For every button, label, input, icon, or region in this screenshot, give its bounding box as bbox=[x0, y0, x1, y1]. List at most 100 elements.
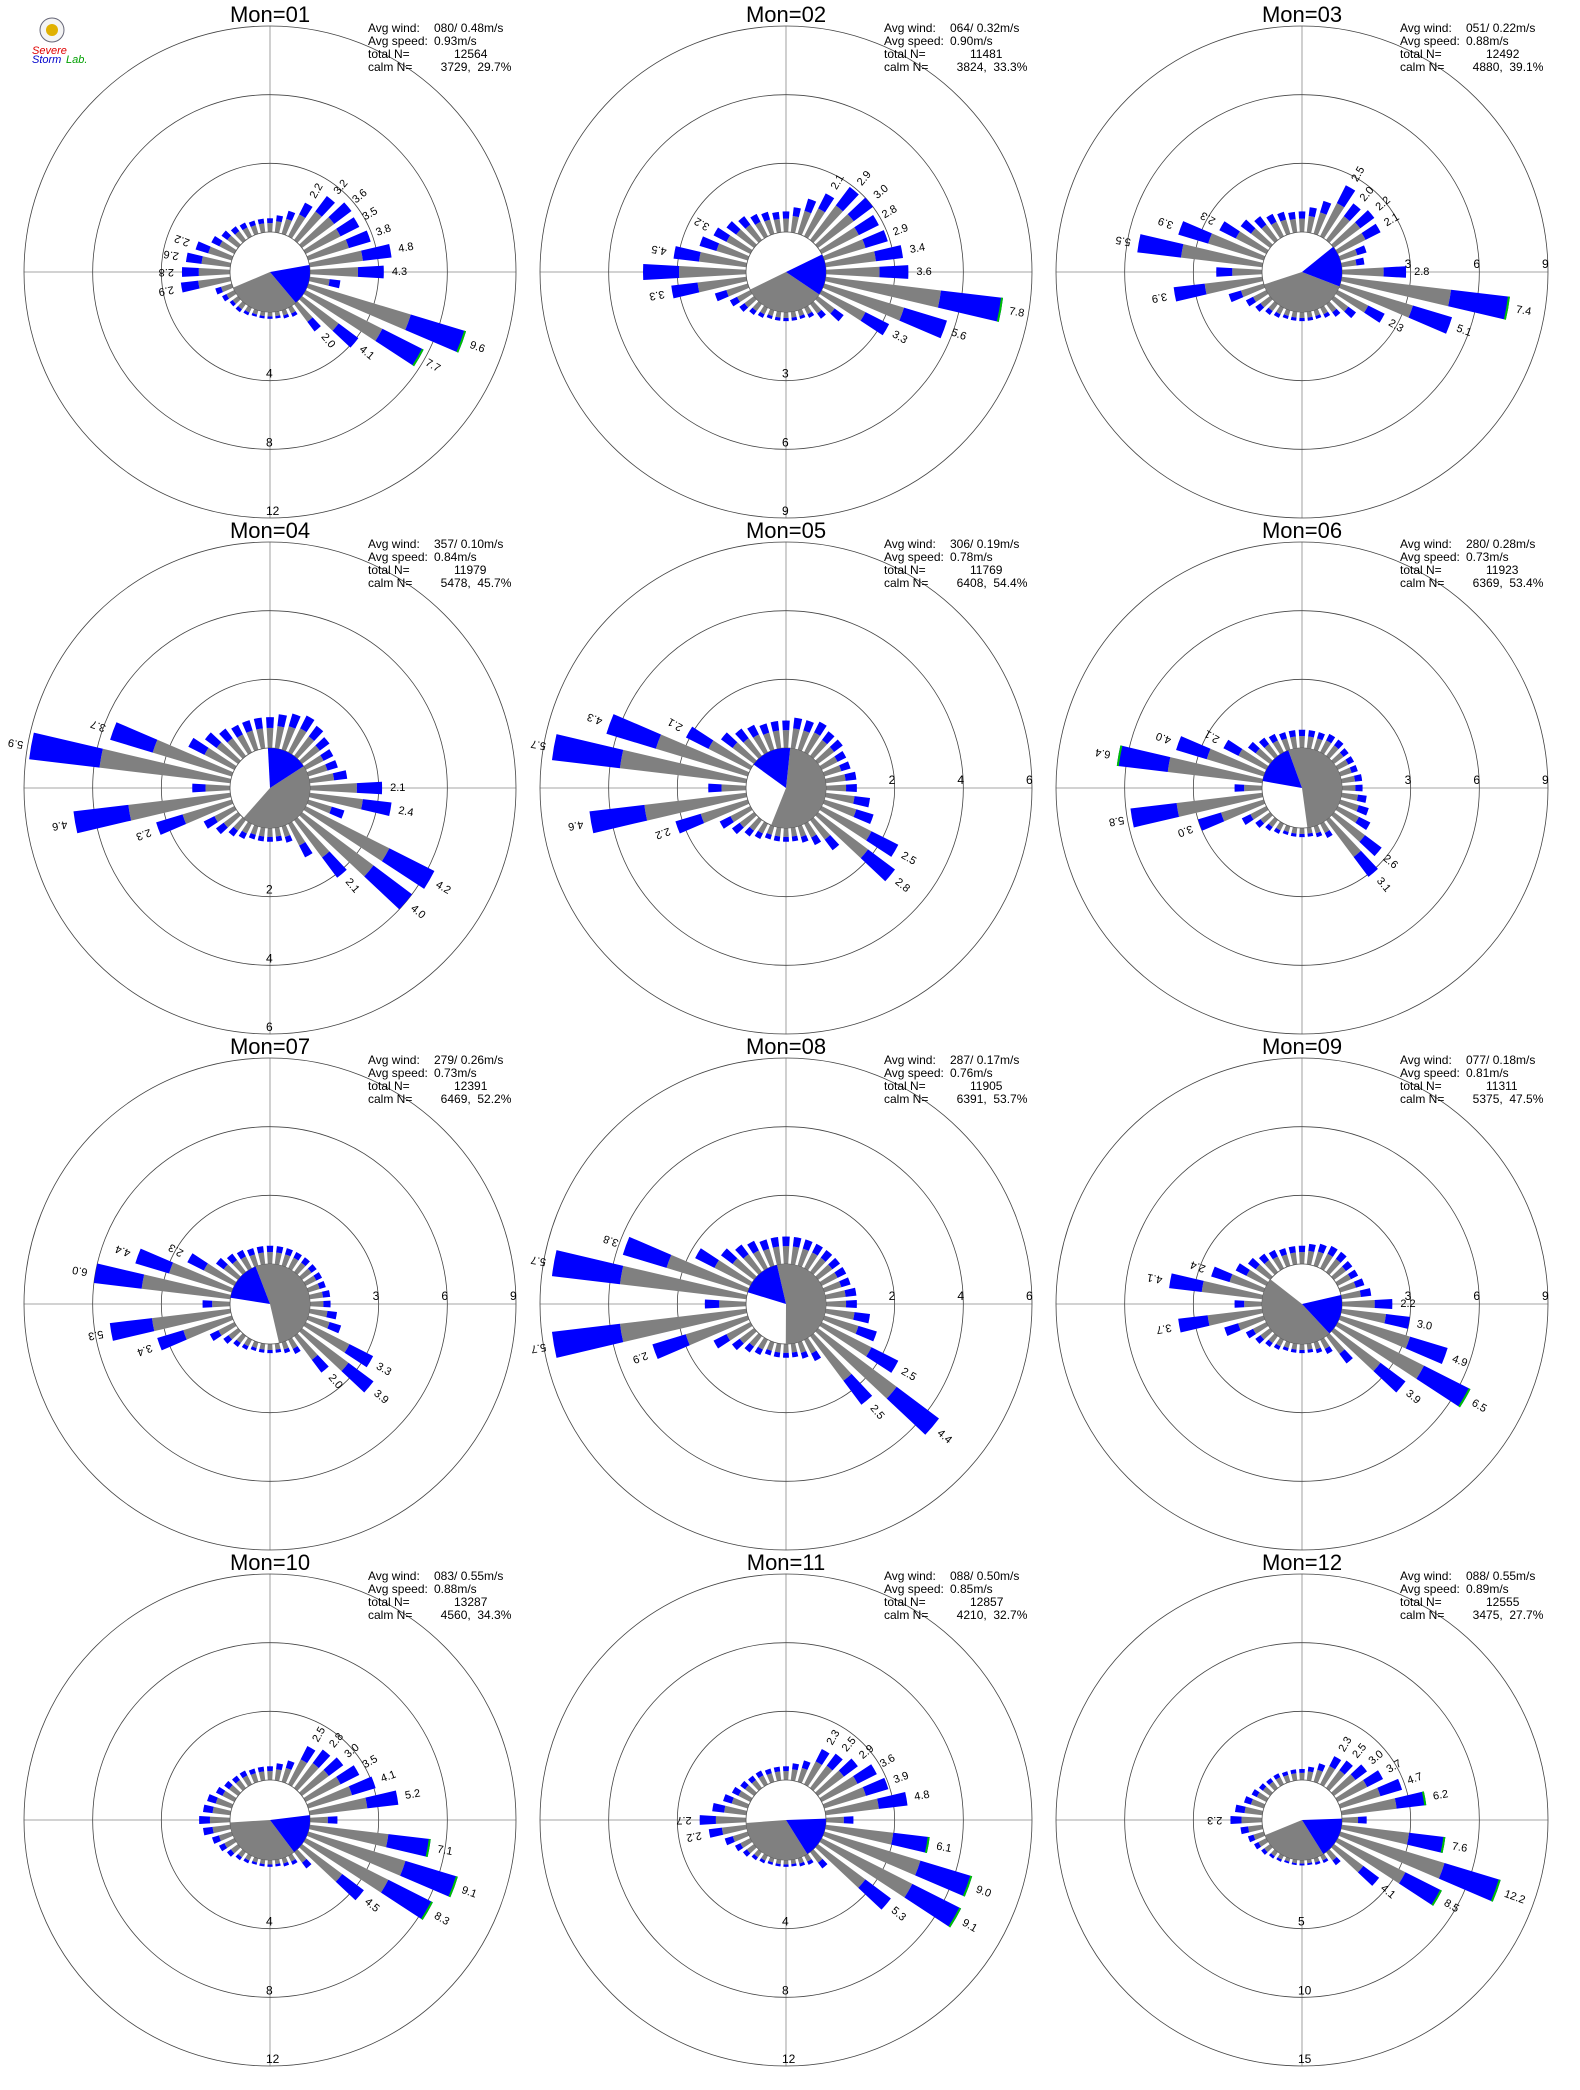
bar-segment-low bbox=[700, 799, 750, 824]
bar-segment-mid bbox=[1363, 1770, 1384, 1788]
stat-value: 4210, 32.7% bbox=[950, 1608, 1028, 1622]
bar-segment-low bbox=[1306, 1342, 1313, 1350]
bar-segment-mid bbox=[1343, 203, 1361, 222]
bar-segment-mid bbox=[1230, 1816, 1242, 1824]
bar-segment-low bbox=[1289, 218, 1298, 234]
stat-key: total N= bbox=[368, 563, 410, 577]
bar-segment-mid bbox=[767, 1860, 774, 1865]
bar-segment-mid bbox=[275, 1348, 282, 1353]
bar-segment-low bbox=[819, 1272, 838, 1286]
bar-segment-mid bbox=[853, 1312, 871, 1324]
bar-segment-mid bbox=[276, 215, 284, 223]
bar-segment-mid bbox=[699, 1815, 716, 1825]
bar-segment-mid bbox=[188, 737, 209, 755]
stats-block: Avg wind: 051/ 0.22m/s Avg speed: 0.88m/s to… bbox=[1400, 22, 1560, 74]
bar-value-label: 2.2 bbox=[1400, 1298, 1415, 1310]
bar-segment-low bbox=[743, 738, 763, 759]
bar-segment-low bbox=[766, 1773, 775, 1784]
bar-segment-low bbox=[824, 1824, 894, 1845]
stat-line-total-n: total N= 11905 bbox=[884, 1080, 1044, 1093]
bar-value-label: 9.1 bbox=[460, 1884, 478, 1901]
bar-segment-low bbox=[1241, 1816, 1263, 1824]
bar-segment-low bbox=[306, 1315, 330, 1329]
bar-segment-low bbox=[824, 251, 876, 268]
bar-segment-low bbox=[1341, 785, 1356, 791]
bar-segment-mid bbox=[1383, 266, 1407, 278]
panel-title: Mon=04 bbox=[229, 518, 311, 543]
bar-value-label: 4.4 bbox=[935, 1427, 954, 1446]
bar-segment-low bbox=[1275, 1777, 1284, 1787]
ring-label: 2 bbox=[889, 773, 896, 787]
bar-segment-mid bbox=[824, 835, 840, 851]
bar-segment-mid bbox=[322, 851, 347, 878]
bar-value-label: 2.2 bbox=[173, 232, 191, 249]
bar-segment-low bbox=[240, 1256, 252, 1271]
bar-segment-mid bbox=[773, 835, 781, 842]
bar-segment-mid bbox=[799, 314, 806, 320]
stat-value: 13287 bbox=[434, 1595, 488, 1609]
bar-segment-low bbox=[1338, 1787, 1381, 1809]
bar-segment-low bbox=[763, 1248, 775, 1268]
bar-segment-low bbox=[775, 310, 782, 318]
stat-value: 287/ 0.17m/s bbox=[950, 1053, 1020, 1067]
bar-segment-low bbox=[764, 219, 775, 236]
grid-ring bbox=[1192, 162, 1412, 382]
grid-ring bbox=[676, 678, 896, 898]
bar-segment-low bbox=[1341, 267, 1384, 277]
wind-rose-plot: 3 6 9 2.52.02.22.1 2.8 7.4 5.1 2.3 3.9 5.5 3.9 2.3 bbox=[1055, 25, 1549, 519]
bar-segment-low bbox=[767, 308, 775, 316]
stat-value: 11769 bbox=[950, 563, 1003, 577]
bar-segment-mid bbox=[853, 1764, 877, 1784]
bar-value-label: 2.8 bbox=[327, 1731, 346, 1750]
bar-segment-low bbox=[1250, 1798, 1266, 1809]
grid-ring bbox=[23, 1573, 517, 2067]
bar-segment-low bbox=[726, 235, 753, 254]
ring-label: 15 bbox=[1298, 2052, 1312, 2066]
panel-title: Mon=01 bbox=[229, 2, 311, 27]
bar-segment-mid bbox=[1347, 1269, 1359, 1280]
bar-segment-low bbox=[1299, 311, 1305, 318]
bar-segment-mid bbox=[740, 1780, 749, 1790]
stat-value: 0.81m/s bbox=[1466, 1066, 1509, 1080]
stat-key: Avg wind: bbox=[1400, 21, 1452, 35]
bar-segment-mid bbox=[228, 826, 239, 837]
bar-segment-mid bbox=[845, 784, 857, 792]
bar-segment-mid bbox=[283, 1347, 291, 1354]
bar-segment-mid bbox=[344, 1344, 374, 1368]
ring-label: 6 bbox=[1473, 773, 1480, 787]
bar-segment-mid bbox=[843, 1373, 873, 1405]
bar-segment-low bbox=[822, 1315, 859, 1334]
bar-segment-low bbox=[250, 824, 259, 835]
stat-key: Avg speed: bbox=[1400, 1066, 1460, 1080]
bar-segment-low bbox=[306, 799, 332, 814]
bar-segment-low bbox=[246, 730, 259, 752]
bar-segment-mid bbox=[207, 1794, 218, 1804]
bar-segment-mid bbox=[1299, 317, 1305, 322]
stat-key: Avg wind: bbox=[1400, 1053, 1452, 1067]
bar-segment-mid bbox=[1339, 1760, 1353, 1775]
bar-segment-mid bbox=[267, 316, 273, 319]
bar-segment-low bbox=[774, 826, 782, 837]
bar-segment-mid bbox=[675, 813, 705, 834]
bar-segment-low bbox=[1341, 1299, 1375, 1309]
bar-segment-mid bbox=[866, 831, 899, 857]
stat-key: Avg wind: bbox=[1400, 1569, 1452, 1583]
grid-ring bbox=[539, 1573, 1033, 2067]
wind-rose-panel: 5 10 15 2.3 2.5 3.0 3.7 4.7 6.2 7.6 12.2 8.5 4.1 2.3 M… bbox=[1044, 1550, 1560, 2067]
bar-segment-low bbox=[267, 1771, 273, 1781]
bar-segment-low bbox=[809, 817, 831, 840]
stat-value: 12492 bbox=[1466, 47, 1520, 61]
panel-title: Mon=10 bbox=[229, 1550, 311, 1575]
bar-segment-low bbox=[288, 1257, 299, 1271]
bar-value-label: 3.7 bbox=[89, 717, 107, 734]
bar-segment-mid bbox=[325, 760, 338, 771]
bar-segment-low bbox=[619, 1308, 748, 1343]
stat-value: 0.89m/s bbox=[1466, 1582, 1509, 1596]
bar-segment-mid bbox=[853, 796, 871, 808]
bar-segment-mid bbox=[1356, 805, 1369, 816]
bar-segment-mid bbox=[1235, 1804, 1246, 1814]
bar-value-label: 2.3 bbox=[134, 826, 152, 843]
bar-segment-low bbox=[1331, 752, 1344, 765]
ring-label: 9 bbox=[1542, 1289, 1549, 1303]
